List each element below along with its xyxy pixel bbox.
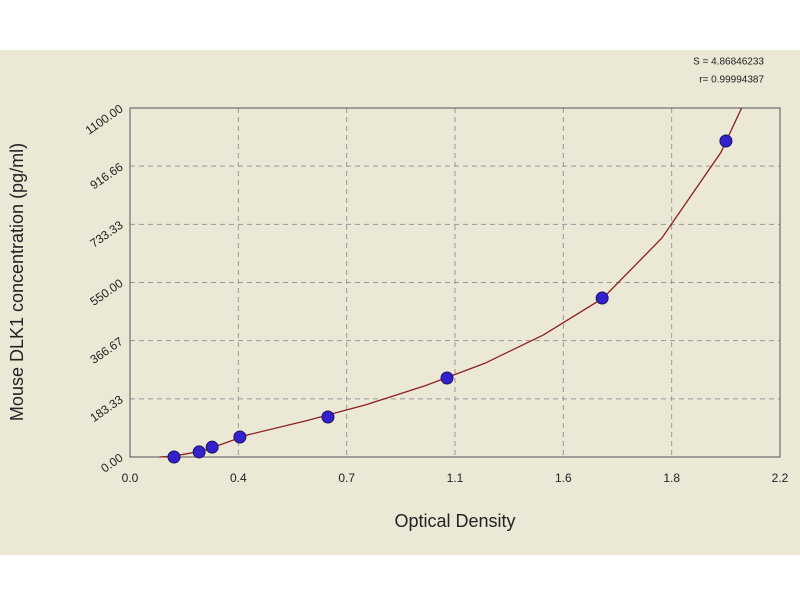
y-axis-label: Mouse DLK1 concentration (pg/ml) (7, 143, 27, 421)
x-tick-label: 1.8 (663, 471, 680, 485)
x-tick-label: 0.4 (230, 471, 247, 485)
x-tick-label: 1.6 (555, 471, 572, 485)
x-tick-label: 0.7 (338, 471, 355, 485)
panel-background (0, 50, 800, 555)
data-point (719, 134, 733, 148)
x-tick-label: 2.2 (772, 471, 789, 485)
data-point (192, 445, 206, 459)
annotation: S = 4.86846233 (693, 57, 764, 68)
data-point (205, 440, 219, 454)
data-point (440, 371, 454, 385)
data-point (167, 450, 181, 464)
data-point (233, 430, 247, 444)
x-tick-label: 1.1 (447, 471, 464, 485)
annotation: r= 0.99994387 (699, 75, 764, 86)
data-point (595, 291, 609, 305)
x-axis-label: Optical Density (394, 511, 515, 531)
plot-area (129, 107, 781, 458)
data-point (321, 410, 335, 424)
x-tick-label: 0.0 (122, 471, 139, 485)
